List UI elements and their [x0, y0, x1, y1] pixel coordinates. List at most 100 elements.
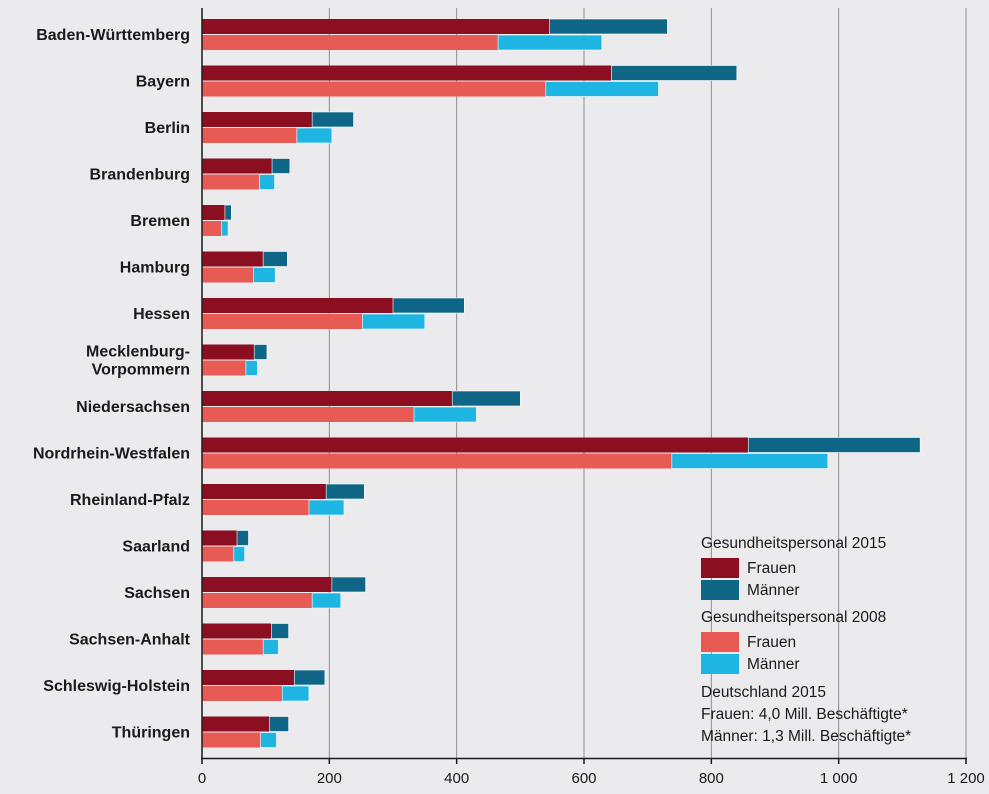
grid-lines — [328, 8, 967, 758]
bar-segment — [271, 623, 289, 639]
bar-segment — [202, 298, 393, 313]
bar-segment — [549, 18, 668, 35]
x-tick-label: 0 — [198, 770, 206, 787]
bar-segment — [671, 453, 829, 469]
bar-segment — [202, 500, 309, 515]
bar-segment — [253, 267, 276, 283]
category-label: Rheinland-Pfalz — [70, 492, 190, 509]
category-label: Nordrhein-Westfalen — [33, 446, 190, 463]
bar-segment — [202, 716, 270, 732]
category-label: Schleswig-Holstein — [43, 678, 190, 695]
legend-swatch — [701, 580, 739, 600]
category-label: Sachsen — [124, 585, 190, 602]
bar-segment — [202, 593, 313, 608]
bar-segment — [202, 453, 672, 469]
bar-segment — [331, 576, 366, 593]
bar-segment — [202, 530, 238, 546]
x-tick-label: 1 000 — [820, 770, 858, 787]
x-tick-label: 200 — [317, 770, 342, 787]
bar-segment — [202, 577, 332, 592]
legend-swatch — [701, 558, 739, 578]
bar-segment — [281, 685, 310, 702]
bar-segment — [202, 314, 363, 329]
legend-note: Frauen: 4,0 Mill. Beschäftigte* — [701, 706, 908, 723]
bar-segment — [202, 360, 246, 376]
bar-segment — [202, 65, 612, 81]
bar-segment — [202, 639, 264, 655]
bar-segment — [202, 732, 261, 748]
category-label: Bayern — [136, 74, 190, 91]
bar-segment — [308, 499, 345, 516]
x-tick-label: 400 — [444, 770, 469, 787]
x-axis: 0 200 400 600 800 1 000 1 200 — [198, 757, 985, 787]
category-label: Bremen — [130, 213, 190, 230]
bar-segment — [202, 686, 283, 701]
category-label: Sachsen-Anhalt — [69, 632, 191, 649]
bar-segment — [497, 34, 603, 51]
bar-segment — [202, 205, 225, 220]
bar-segment — [202, 407, 415, 422]
legend-swatch — [701, 632, 739, 652]
category-label: Thüringen — [112, 725, 190, 742]
bar-segment — [202, 267, 254, 283]
bar-segment — [202, 19, 550, 34]
bar-segment — [236, 530, 249, 546]
bar-segment — [258, 174, 275, 190]
bar-segment — [202, 221, 222, 236]
bar-segment — [202, 251, 264, 267]
bar-segment — [296, 127, 333, 144]
legend-swatch — [701, 654, 739, 674]
bar-segment — [262, 639, 279, 655]
category-label: Baden-Württemberg — [36, 27, 190, 44]
bar-segment — [413, 406, 477, 423]
bar-segment — [451, 390, 521, 407]
legend-title: Gesundheitspersonal 2015 — [701, 535, 886, 552]
x-tick-label: 800 — [699, 770, 724, 787]
category-label: Niedersachsen — [76, 399, 190, 416]
bar-segment — [202, 391, 453, 406]
bar-segment — [202, 128, 297, 143]
bar-segment — [202, 623, 272, 639]
bar-segment — [202, 81, 546, 97]
legend-label: Männer — [747, 656, 800, 673]
legend-label: Männer — [747, 582, 800, 599]
bar-segment — [545, 81, 659, 97]
bar-segment — [294, 669, 326, 686]
bar-segment — [202, 546, 234, 562]
category-label: Hamburg — [120, 260, 190, 277]
category-label: Mecklenburg-Vorpommern — [86, 344, 190, 379]
bar-segment — [260, 732, 277, 748]
bar-segment — [245, 360, 258, 376]
bar-segment — [253, 344, 268, 360]
category-label: Berlin — [145, 120, 190, 137]
category-label: Saarland — [122, 539, 190, 556]
legend-note: Deutschland 2015 — [701, 684, 826, 701]
bars — [202, 18, 921, 748]
bar-segment — [221, 220, 229, 237]
bar-segment — [262, 251, 288, 267]
bar-segment — [233, 546, 245, 562]
bar-segment — [311, 111, 354, 128]
bar-segment — [747, 437, 921, 453]
bar-segment — [202, 437, 749, 453]
bar-segment — [311, 592, 342, 609]
bar-segment — [202, 174, 260, 190]
y-axis: Baden-Württemberg Bayern Berlin Brandenburg… — [33, 8, 203, 759]
bar-segment — [202, 112, 313, 127]
bar-segment — [362, 313, 426, 330]
category-label: Brandenburg — [90, 167, 190, 184]
category-label: Hessen — [133, 306, 190, 323]
bar-segment — [202, 484, 327, 499]
legend-note: Männer: 1,3 Mill. Beschäftigte* — [701, 728, 911, 745]
bar-segment — [202, 670, 295, 685]
bar-segment — [271, 158, 291, 174]
x-tick-label: 1 200 — [947, 770, 985, 787]
bar-segment — [202, 35, 499, 50]
bar-segment — [392, 297, 465, 314]
legend-title: Gesundheitspersonal 2008 — [701, 609, 886, 626]
x-tick-label: 600 — [571, 770, 596, 787]
bar-segment — [269, 716, 289, 732]
bar-segment — [202, 344, 255, 360]
legend-label: Frauen — [747, 560, 796, 577]
